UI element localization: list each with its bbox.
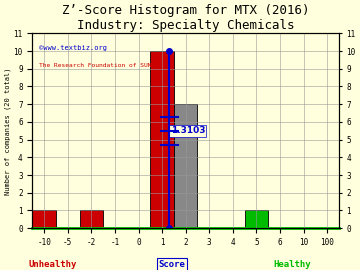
Text: Unhealthy: Unhealthy (29, 260, 77, 269)
Text: Healthy: Healthy (274, 260, 311, 269)
Bar (174, 104, 198, 228)
Text: 1.3103: 1.3103 (171, 126, 205, 135)
Bar (245, 211, 268, 228)
Bar (32, 211, 56, 228)
Text: The Research Foundation of SUNY: The Research Foundation of SUNY (39, 63, 155, 68)
Text: Score: Score (158, 260, 185, 269)
Text: ©www.textbiz.org: ©www.textbiz.org (39, 45, 107, 51)
Bar (150, 51, 174, 228)
Bar (80, 211, 103, 228)
Title: Z’-Score Histogram for MTX (2016)
Industry: Specialty Chemicals: Z’-Score Histogram for MTX (2016) Indust… (62, 4, 310, 32)
Y-axis label: Number of companies (20 total): Number of companies (20 total) (4, 67, 11, 194)
